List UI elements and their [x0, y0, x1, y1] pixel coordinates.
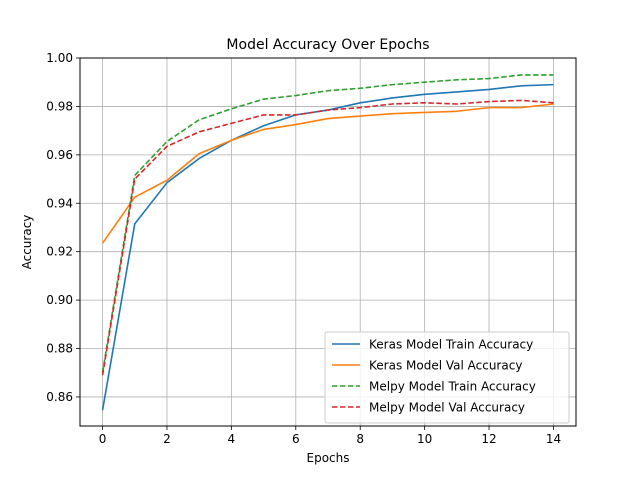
y-tick-label: 0.90 — [46, 293, 73, 307]
y-tick-label: 0.98 — [46, 99, 73, 113]
x-tick-label: 8 — [356, 432, 364, 446]
series-line-4 — [101, 99, 554, 376]
x-tick-label: 4 — [228, 432, 236, 446]
legend: Keras Model Train Accuracy Keras Model Va… — [324, 331, 570, 424]
axis-ticks: 0 2 4 6 8 10 12 14 0.86 0.88 0.90 0.92 0.94 0.96 0.98 1… — [46, 51, 561, 446]
legend-box — [324, 331, 570, 424]
x-tick-label: 10 — [417, 432, 432, 446]
series-line-3 — [101, 74, 554, 373]
x-tick-label: 2 — [163, 432, 171, 446]
legend-items: Keras Model Train Accuracy Keras Model Va… — [332, 338, 536, 415]
y-tick-label: 0.94 — [46, 196, 73, 210]
x-tick-label: 14 — [546, 432, 561, 446]
y-tick-label: 0.96 — [46, 148, 73, 162]
legend-label: Keras Model Val Accuracy — [369, 359, 522, 373]
x-tick-label: 0 — [99, 432, 107, 446]
y-axis-label: Accuracy — [20, 215, 34, 270]
legend-label: Melpy Model Val Accuracy — [369, 401, 525, 415]
y-tick-label: 0.86 — [46, 390, 73, 404]
x-axis-label: Epochs — [307, 451, 350, 465]
y-tick-label: 0.92 — [46, 245, 73, 259]
y-tick-label: 0.88 — [46, 342, 73, 356]
legend-label: Keras Model Train Accuracy — [369, 338, 533, 352]
legend-label: Melpy Model Train Accuracy — [369, 380, 536, 394]
series-line-2 — [101, 103, 554, 244]
plot-frame — [79, 57, 577, 427]
series-lines — [101, 74, 554, 411]
x-tick-label: 12 — [481, 432, 496, 446]
x-tick-label: 6 — [292, 432, 300, 446]
y-tick-label: 1.00 — [46, 51, 73, 65]
chart-title: Model Accuracy Over Epochs — [226, 37, 429, 53]
